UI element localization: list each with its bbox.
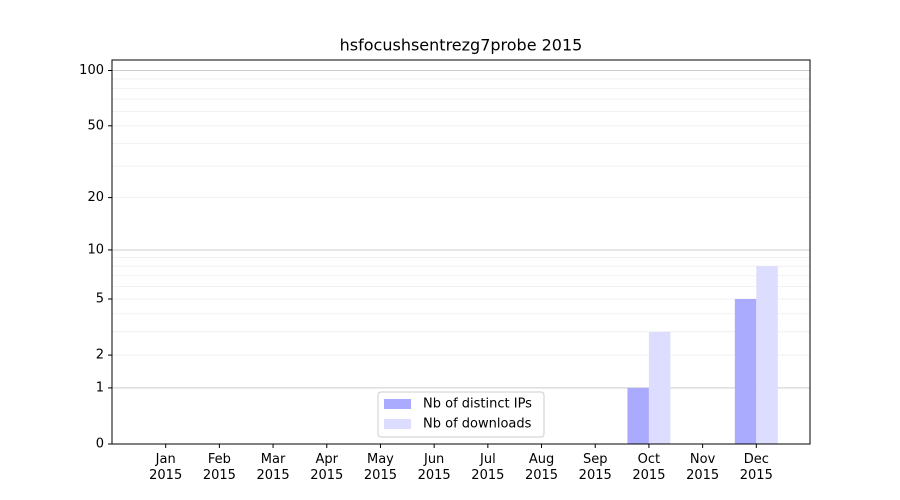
y-tick-label: 100 <box>79 63 104 78</box>
y-tick-label: 20 <box>87 190 104 205</box>
axes-frame <box>111 59 811 445</box>
y-tick-label: 50 <box>87 118 104 133</box>
x-tick-label: Feb 2015 <box>202 452 236 483</box>
bar <box>734 298 757 444</box>
chart-title: hsfocushsentrezg7probe 2015 <box>340 36 583 55</box>
bar <box>648 331 671 444</box>
x-tick-label: Jan 2015 <box>149 452 183 483</box>
y-tick-label: 2 <box>96 348 104 363</box>
x-tick-label: Apr 2015 <box>310 452 344 483</box>
y-tick-label: 0 <box>96 437 104 452</box>
y-tick-label: 5 <box>96 291 104 306</box>
x-tick-label: Jun 2015 <box>417 452 451 483</box>
x-tick-label: May 2015 <box>363 452 397 483</box>
legend-label: Nb of distinct IPs <box>423 397 532 412</box>
legend-label: Nb of downloads <box>423 417 532 432</box>
legend-box <box>377 391 545 438</box>
bar <box>627 387 649 444</box>
y-tick-label: 10 <box>87 242 104 257</box>
x-tick-label: Nov 2015 <box>686 452 720 483</box>
x-tick-label: Oct 2015 <box>632 452 666 483</box>
x-tick-label: Aug 2015 <box>524 452 559 483</box>
legend: Nb of distinct IPs Nb of downloads <box>377 391 545 438</box>
legend-swatch <box>384 399 411 409</box>
y-tick-label: 1 <box>96 380 104 395</box>
x-tick-label: Jul 2015 <box>471 452 505 483</box>
x-tick-label: Mar 2015 <box>256 452 290 483</box>
x-tick-label: Dec 2015 <box>739 452 773 483</box>
legend-swatch <box>384 419 411 429</box>
x-tick-label: Sep 2015 <box>578 452 612 483</box>
bar <box>756 266 778 444</box>
